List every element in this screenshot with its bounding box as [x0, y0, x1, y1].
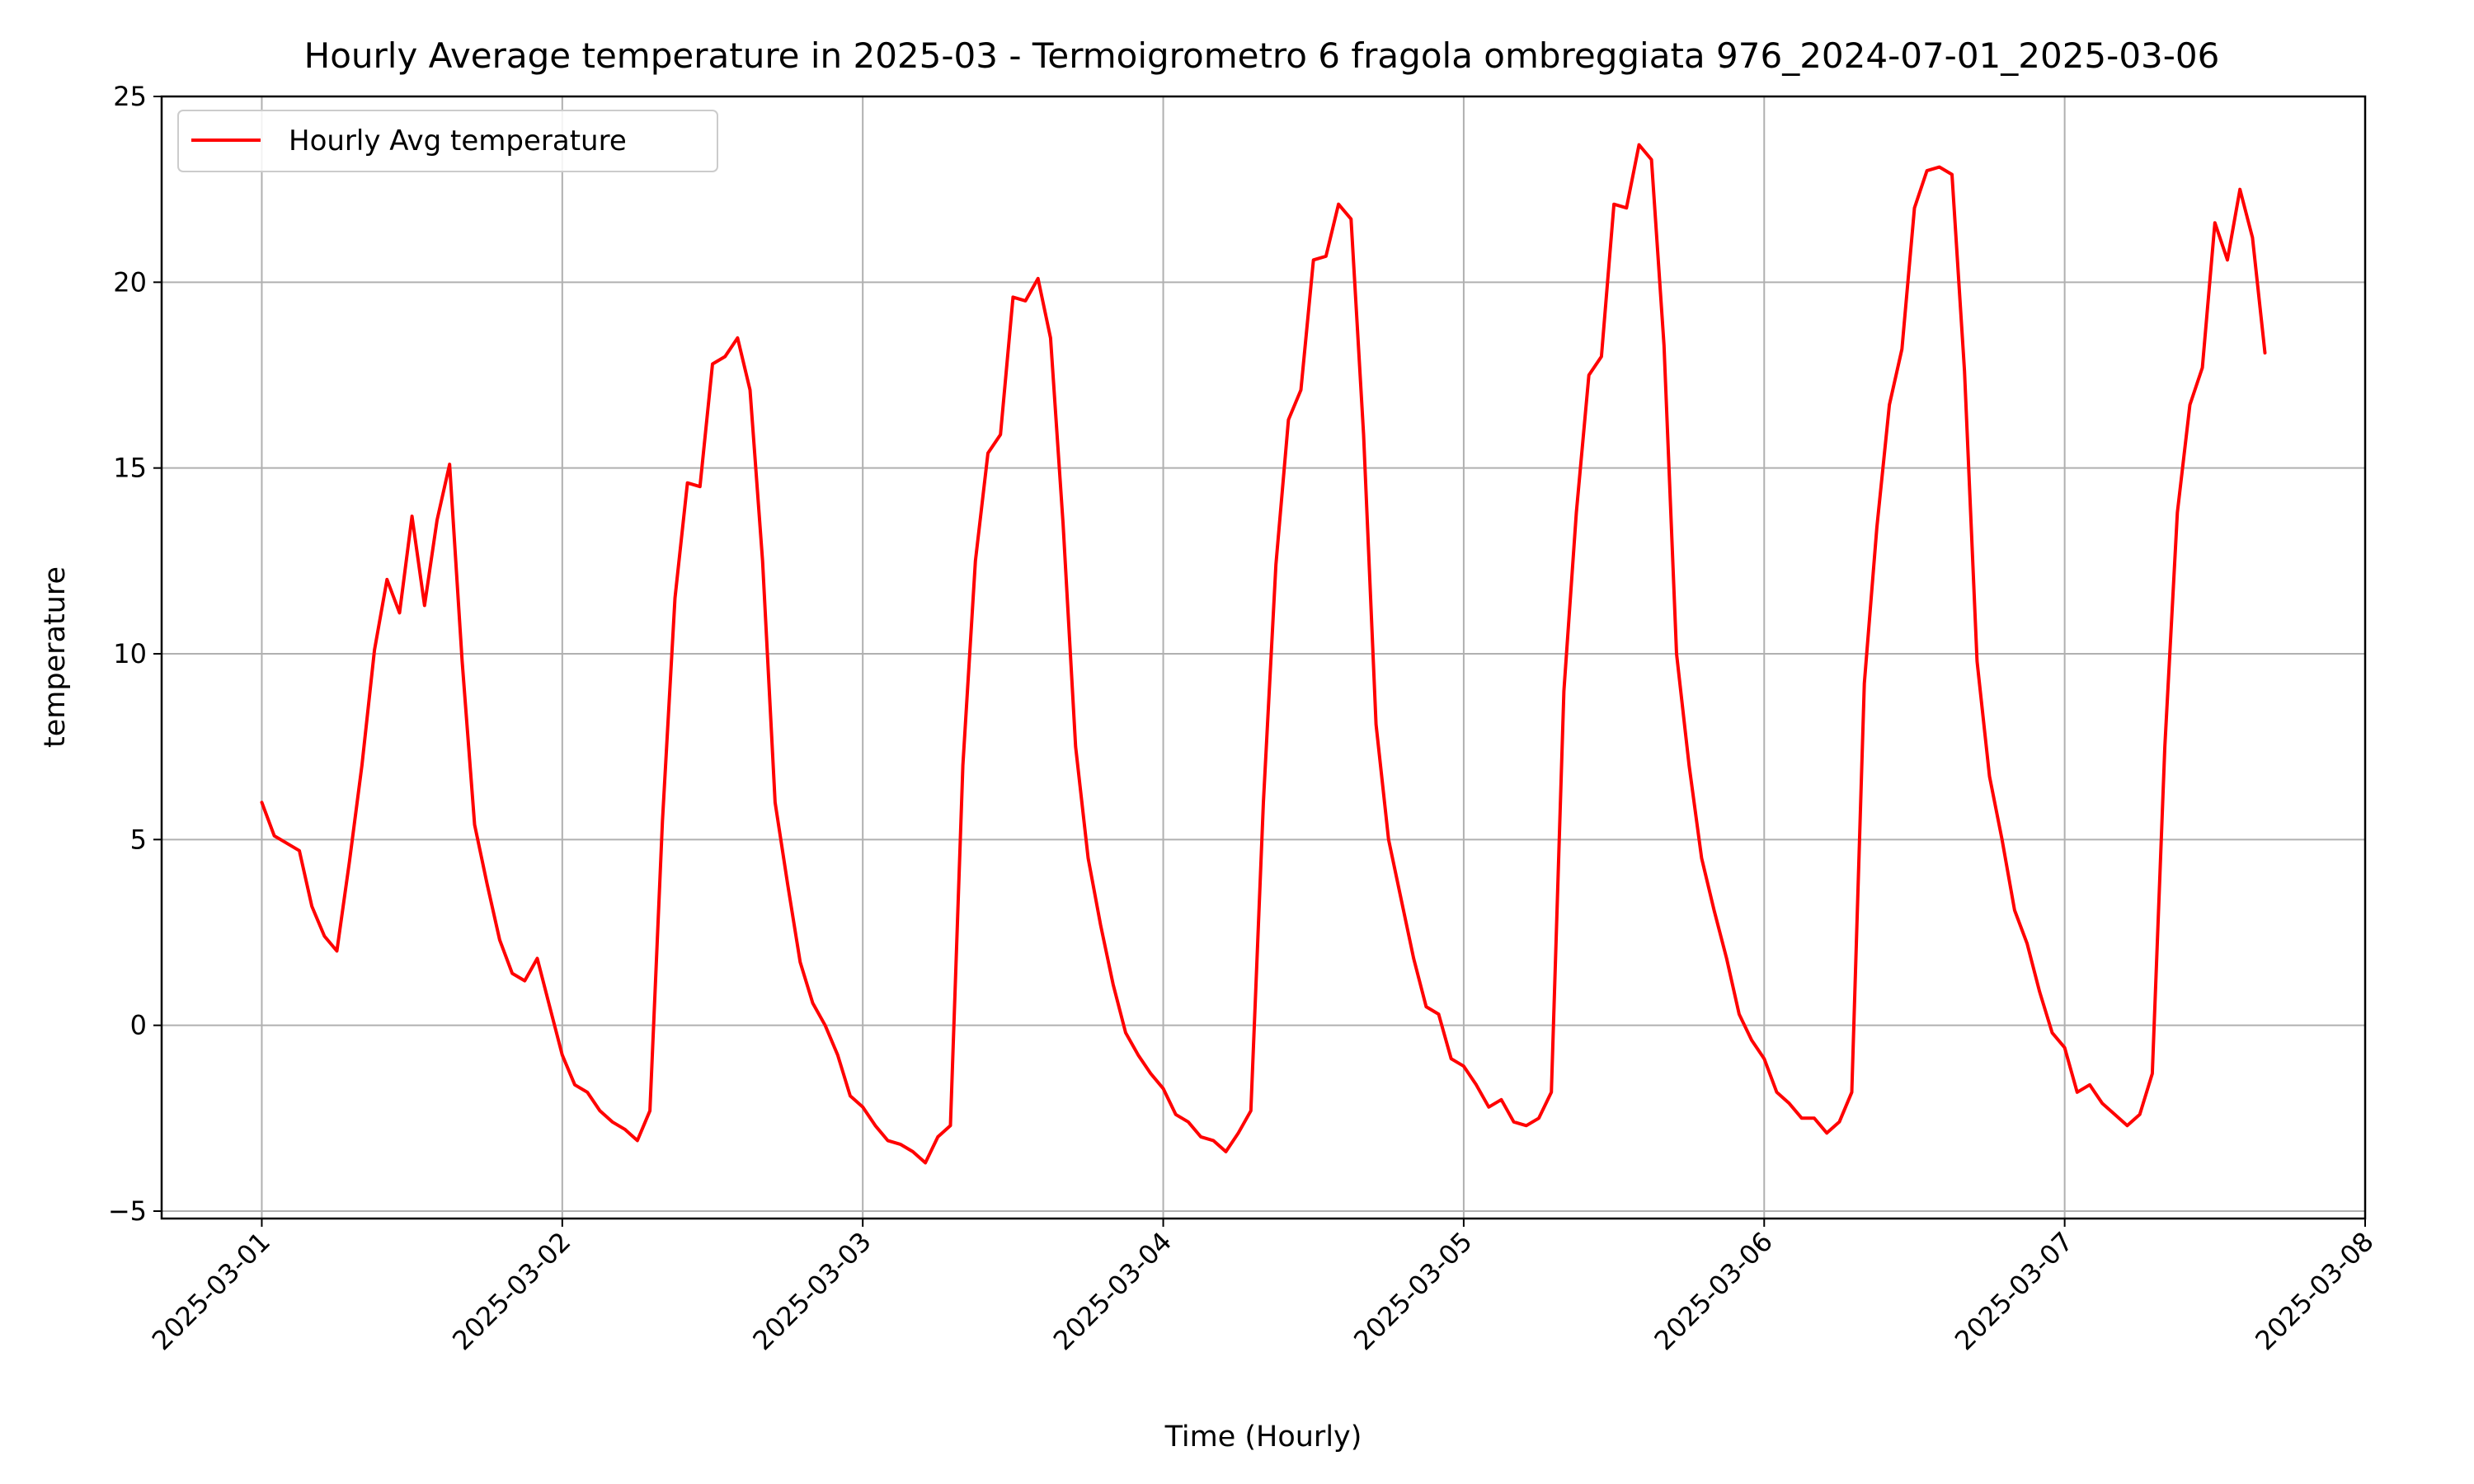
plot-frame: [160, 95, 2367, 1220]
chart-title: Hourly Average temperature in 2025-03 - …: [304, 35, 2220, 76]
y-tick-label: 15: [113, 453, 147, 484]
series-line: [260, 143, 2267, 1165]
y-tick-label: 20: [113, 266, 147, 298]
y-tick-label: 5: [130, 824, 147, 855]
y-tick-label: 0: [130, 1010, 147, 1041]
y-tick-label: 10: [113, 638, 147, 669]
legend-label: Hourly Avg temperature: [289, 124, 627, 157]
x-axis-label: Time (Hourly): [1164, 1421, 1362, 1453]
y-axis-label: temperature: [39, 566, 72, 748]
legend: Hourly Avg temperature: [177, 110, 718, 172]
y-tick-label: −5: [108, 1195, 147, 1227]
y-tick-label: 25: [113, 81, 147, 112]
legend-frame: [177, 110, 718, 172]
